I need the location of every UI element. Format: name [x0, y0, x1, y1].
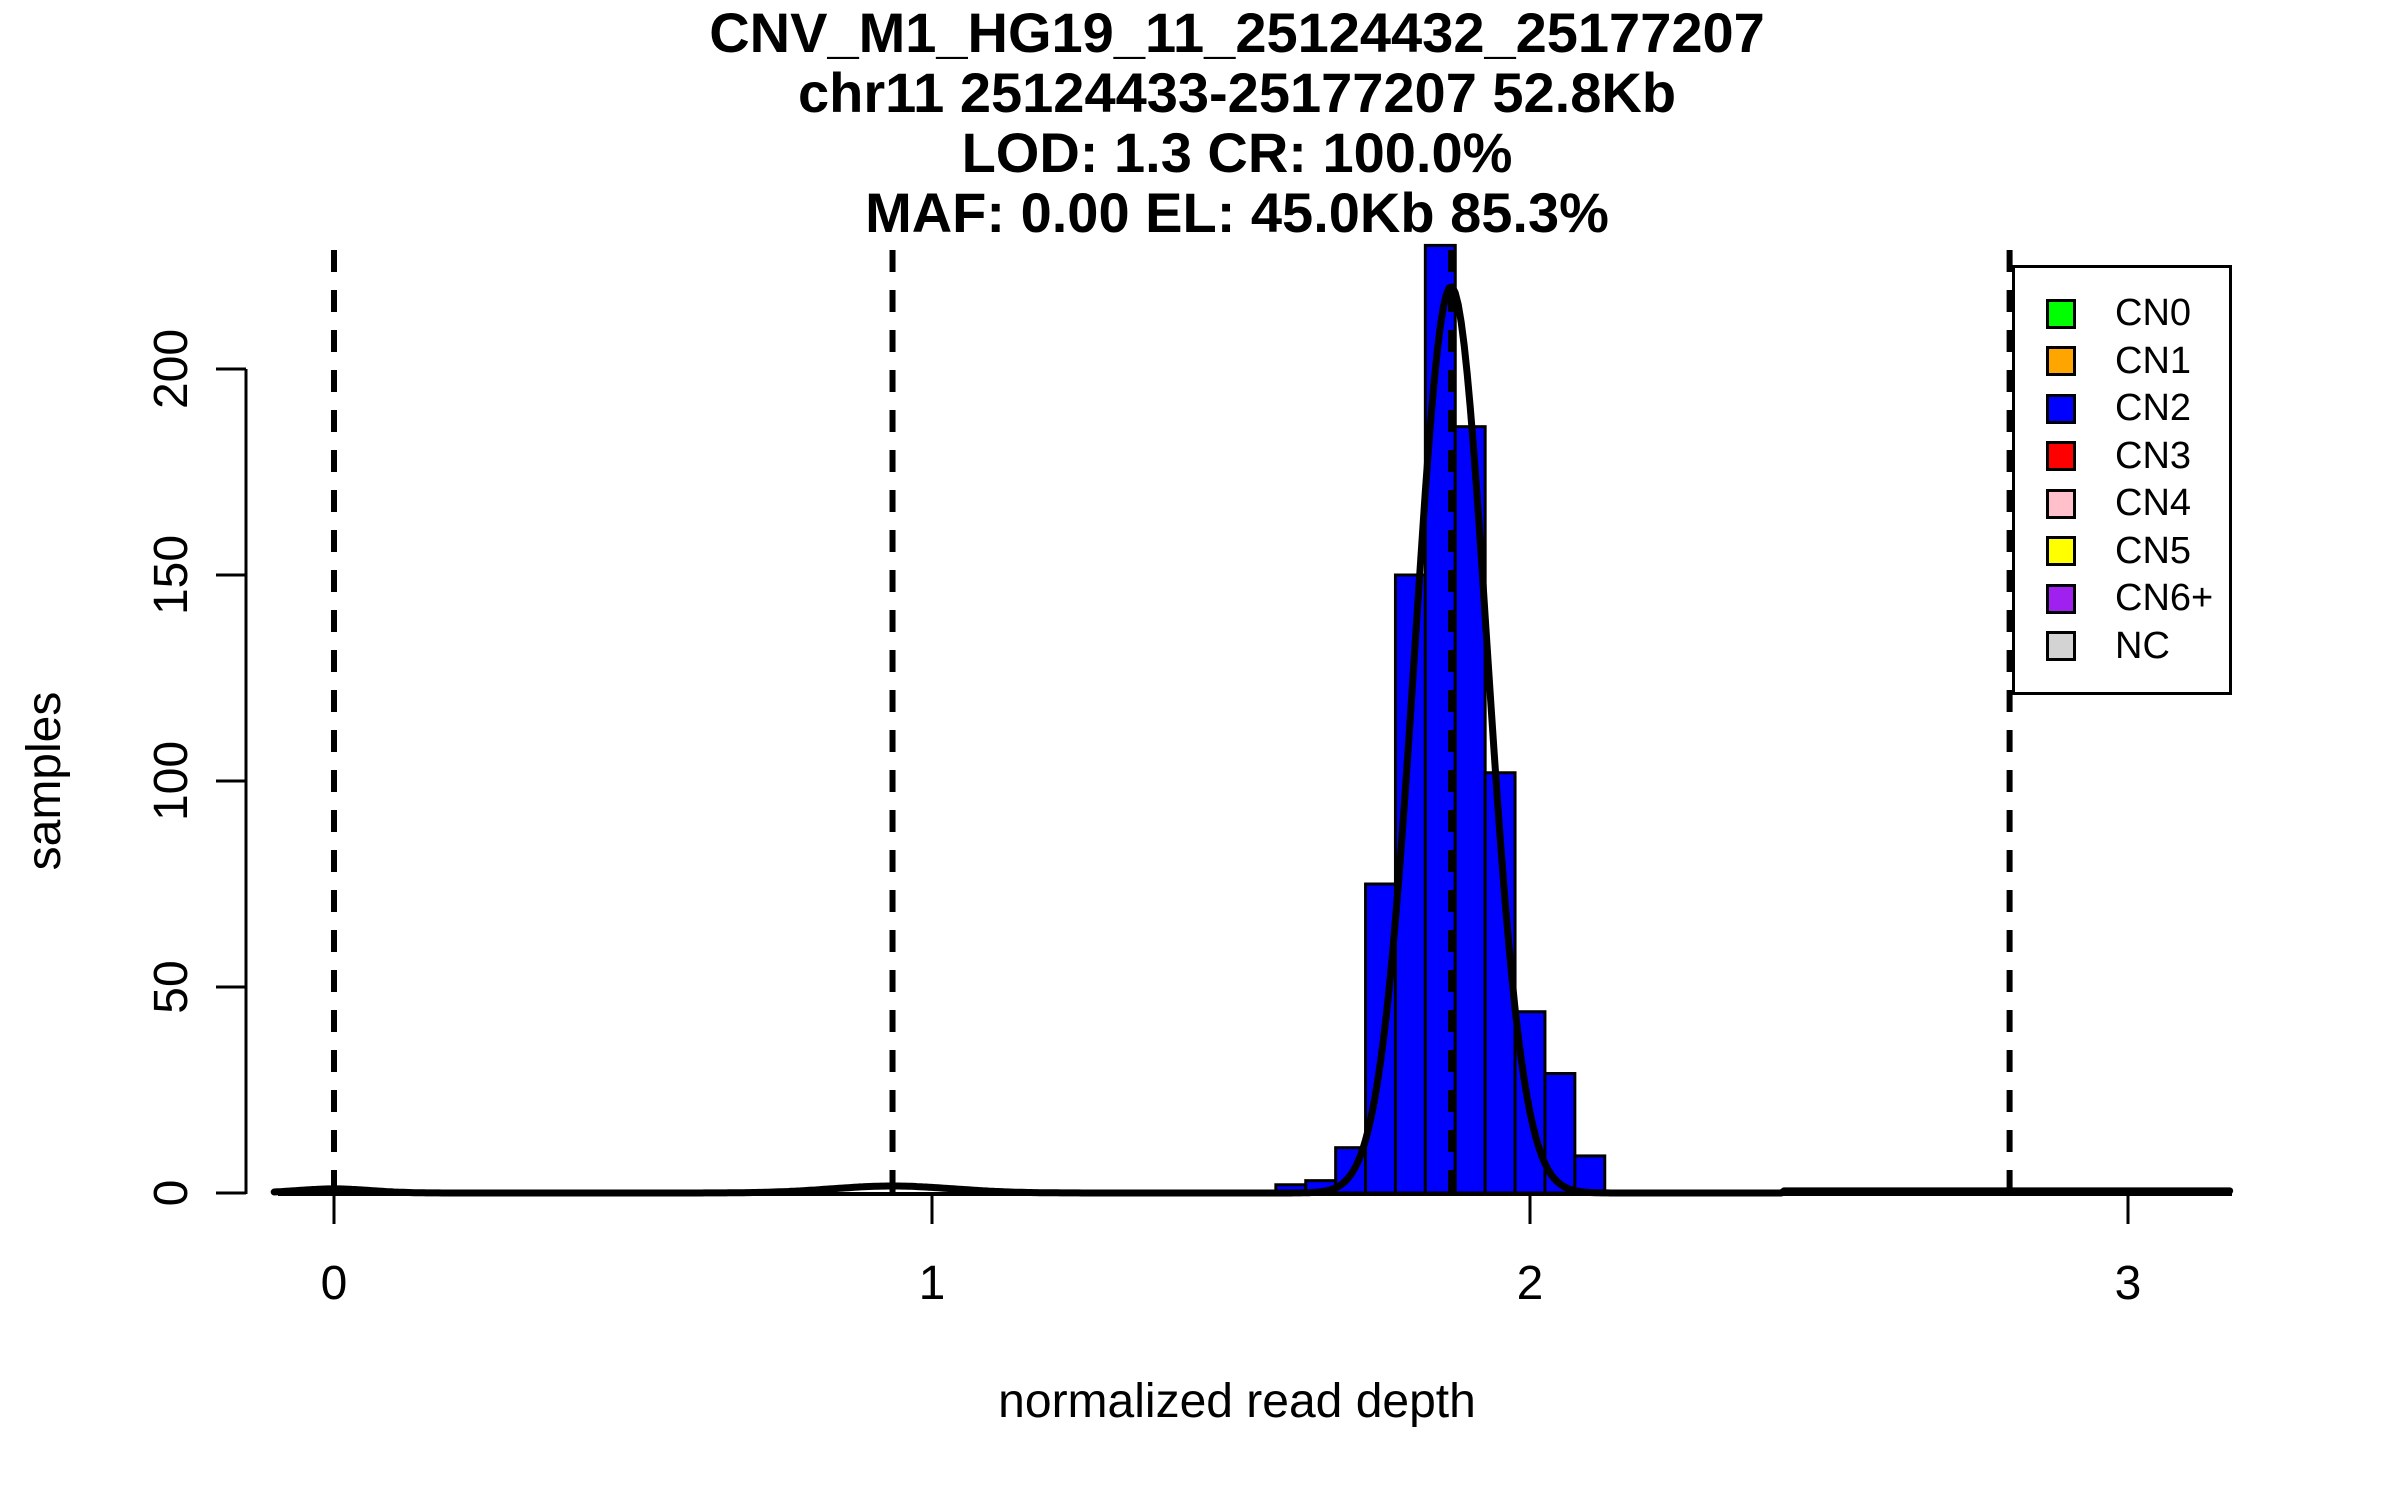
- chart-title-line1: CNV_M1_HG19_11_25124432_25177207: [709, 1, 1765, 64]
- histogram-bar: [1573, 1154, 1607, 1195]
- legend-item: CN3: [2015, 433, 2229, 481]
- legend-item: CN6+: [2015, 575, 2229, 623]
- legend-item-label: CN3: [2115, 434, 2192, 477]
- y-axis-label: samples: [18, 691, 71, 871]
- y-tick-label: 150: [145, 534, 198, 616]
- legend-color-swatch: [2046, 536, 2076, 567]
- legend-color-swatch: [2046, 631, 2076, 662]
- legend-item: CN5: [2015, 528, 2229, 576]
- x-tick-label: 0: [320, 1257, 348, 1310]
- legend-color-swatch: [2046, 583, 2076, 614]
- legend: CN0 CN1 CN2 CN3 CN4 CN5 CN6+ NC: [2012, 265, 2232, 695]
- legend-color-swatch: [2046, 441, 2076, 472]
- density-curve: [270, 283, 2234, 1197]
- legend-color-swatch: [2046, 298, 2076, 329]
- chart-title-line2: chr11 25124433-25177207 52.8Kb: [797, 61, 1677, 124]
- legend-item-label: CN4: [2115, 482, 2192, 525]
- legend-item: NC: [2015, 623, 2229, 671]
- chart-title-line3: LOD: 1.3 CR: 100.0%: [961, 121, 1513, 184]
- legend-item: CN4: [2015, 480, 2229, 528]
- y-tick-label: 0: [145, 1179, 198, 1207]
- legend-item-label: CN6+: [2115, 577, 2214, 620]
- y-tick-label: 100: [145, 740, 198, 822]
- y-tick-label: 50: [145, 960, 198, 1014]
- legend-item-label: CN1: [2115, 339, 2192, 382]
- x-tick-label: 3: [2114, 1257, 2142, 1310]
- legend-item: CN2: [2015, 385, 2229, 433]
- chart-title-line4: MAF: 0.00 EL: 45.0Kb 85.3%: [865, 181, 1609, 244]
- x-tick-label: 2: [1516, 1257, 1544, 1310]
- legend-item: CN1: [2015, 338, 2229, 386]
- legend-color-swatch: [2046, 393, 2076, 424]
- x-axis-label: normalized read depth: [998, 1375, 1476, 1428]
- x-tick-label: 1: [918, 1257, 946, 1310]
- legend-item-label: CN0: [2115, 292, 2192, 335]
- legend-color-swatch: [2046, 346, 2076, 377]
- legend-item-label: CN5: [2115, 529, 2192, 572]
- legend-item-label: CN2: [2115, 387, 2192, 430]
- y-tick-label: 200: [145, 328, 198, 410]
- chart-title-block: CNV_M1_HG19_11_25124432_25177207 chr11 2…: [709, 3, 1765, 243]
- legend-item: CN0: [2015, 290, 2229, 338]
- legend-item-label: NC: [2115, 624, 2170, 667]
- legend-color-swatch: [2046, 488, 2076, 519]
